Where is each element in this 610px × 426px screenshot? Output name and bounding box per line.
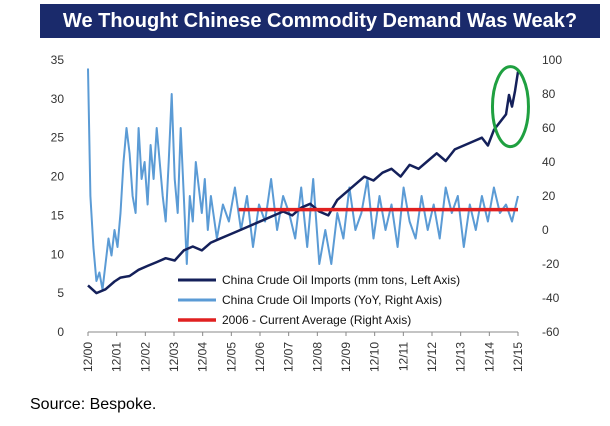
- right-tick-label: -60: [542, 325, 560, 339]
- right-tick-label: 80: [542, 87, 556, 101]
- x-tick-label: 12/03: [167, 342, 181, 372]
- left-tick-label: 10: [51, 247, 65, 261]
- left-tick-label: 15: [51, 208, 65, 222]
- left-tick-label: 35: [51, 53, 65, 67]
- x-tick-label: 12/15: [511, 342, 525, 372]
- x-tick-label: 12/09: [339, 342, 353, 372]
- x-tick-label: 12/02: [138, 342, 152, 372]
- left-tick-label: 0: [57, 325, 64, 339]
- highlight-circle: [490, 65, 530, 149]
- right-tick-label: 40: [542, 155, 556, 169]
- x-tick-label: 12/11: [396, 342, 410, 371]
- legend-entry: China Crude Oil Imports (mm tons, Left A…: [222, 273, 460, 287]
- right-tick-label: 60: [542, 121, 556, 135]
- x-tick-label: 12/08: [310, 342, 324, 372]
- right-tick-label: 100: [542, 53, 562, 67]
- left-tick-label: 25: [51, 131, 65, 145]
- x-tick-label: 12/14: [482, 342, 496, 372]
- left-tick-label: 30: [51, 92, 65, 106]
- left-tick-label: 5: [57, 286, 64, 300]
- right-tick-label: -40: [542, 291, 560, 305]
- series-line-imports-tons: [87, 71, 520, 295]
- right-tick-label: -20: [542, 257, 560, 271]
- legend-entry: 2006 - Current Average (Right Axis): [222, 313, 411, 327]
- x-tick-label: 12/05: [224, 342, 238, 372]
- x-tick-label: 12/00: [81, 342, 95, 372]
- right-tick-label: 20: [542, 189, 556, 203]
- series-layer: [87, 65, 530, 295]
- x-tick-label: 12/01: [110, 342, 124, 372]
- x-tick-label: 12/13: [454, 342, 468, 372]
- x-tick-label: 12/12: [425, 342, 439, 372]
- legend-entry: China Crude Oil Imports (YoY, Right Axis…: [222, 293, 442, 307]
- right-tick-label: 0: [542, 223, 549, 237]
- chart-title: We Thought Chinese Commodity Demand Was …: [40, 4, 600, 38]
- x-tick-label: 12/07: [282, 342, 296, 372]
- axes: 0 5 10 15 20 25 30 35 -60 -40 -20 0 20 40 60 80 100 12/00…: [51, 53, 563, 372]
- legend: China Crude Oil Imports (mm tons, Left A…: [172, 268, 490, 330]
- x-tick-label: 12/06: [253, 342, 267, 372]
- x-tick-label: 12/10: [368, 342, 382, 372]
- legend-box: [172, 268, 490, 330]
- left-tick-label: 20: [51, 170, 65, 184]
- source-note: Source: Bespoke.: [30, 396, 157, 413]
- series-line-imports-yoy: [87, 68, 519, 291]
- x-tick-label: 12/04: [196, 342, 210, 372]
